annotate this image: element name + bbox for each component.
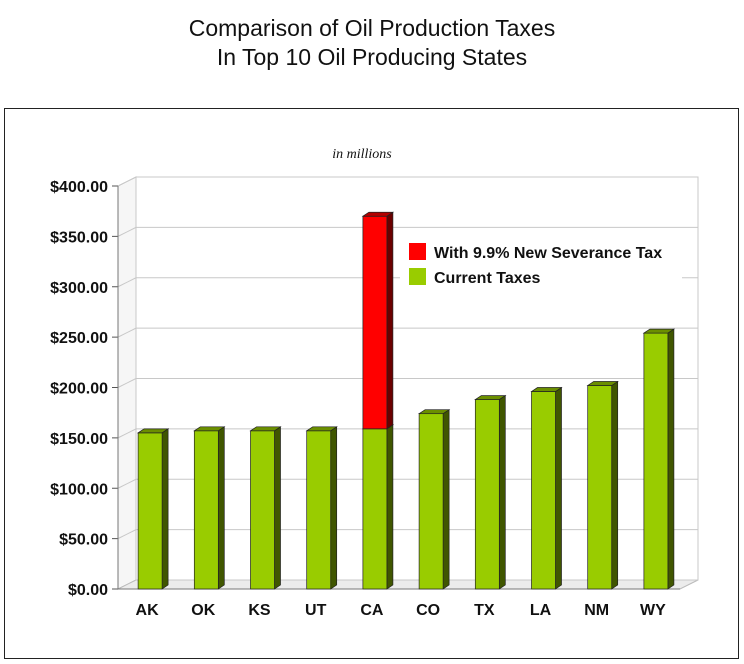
bar-front xyxy=(137,432,163,590)
bar-front xyxy=(643,332,669,590)
bar-side xyxy=(330,426,338,590)
bar-top xyxy=(474,395,507,400)
chart-title: Comparison of Oil Production Taxes In To… xyxy=(0,14,744,72)
bar-side xyxy=(386,211,394,430)
gridline-side xyxy=(117,378,137,388)
bar-side xyxy=(667,328,675,590)
bar-top xyxy=(193,426,226,432)
gridline-side xyxy=(117,277,137,288)
bar-side xyxy=(555,386,562,590)
bar-front xyxy=(474,399,500,590)
bar-front xyxy=(362,215,388,430)
x-tick-label-ok: OK xyxy=(191,602,215,619)
x-tick-label-ks: KS xyxy=(248,602,271,619)
bar-side xyxy=(386,424,394,590)
y-tick-label: $0.00 xyxy=(68,582,108,599)
bar-side xyxy=(161,428,169,590)
bar-top xyxy=(305,426,338,432)
gridline-side xyxy=(117,176,137,187)
x-tick-label-wy: WY xyxy=(640,602,666,619)
bar-co-current-taxes xyxy=(417,409,451,590)
bar-top xyxy=(530,387,563,392)
legend-label: With 9.9% New Severance Tax xyxy=(434,245,662,262)
x-tick-label-tx: TX xyxy=(474,602,495,619)
bar-ca-with-9-9-new-severance-tax xyxy=(361,211,395,430)
bar-side xyxy=(217,426,225,590)
bar-top xyxy=(417,409,451,415)
bar-nm-current-taxes xyxy=(586,380,619,590)
gridline-side xyxy=(117,478,137,489)
gridline-side xyxy=(117,327,137,338)
bar-ok-current-taxes xyxy=(193,426,226,590)
legend-swatch-new-tax xyxy=(409,243,426,260)
bar-la-current-taxes xyxy=(530,386,563,590)
bar-side xyxy=(498,394,506,590)
x-tick-label-ut: UT xyxy=(305,602,327,619)
chart-frame xyxy=(4,108,739,659)
bar-front xyxy=(418,413,444,590)
bar-top xyxy=(642,328,676,334)
bar-front xyxy=(362,428,388,590)
bar-side xyxy=(274,426,281,590)
y-tick-label: $400.00 xyxy=(50,179,108,196)
bar-top xyxy=(136,428,170,434)
legend-label: Current Taxes xyxy=(434,270,541,287)
legend-box xyxy=(400,236,682,294)
bar-side xyxy=(442,409,450,590)
bar-wy-current-taxes xyxy=(642,328,676,590)
x-tick-label-nm: NM xyxy=(584,602,609,619)
chart-title-line-1: Comparison of Oil Production Taxes xyxy=(188,15,556,41)
legend-swatch-current xyxy=(409,268,426,285)
bar-front xyxy=(306,430,332,590)
x-tick-label-ca: CA xyxy=(360,602,384,619)
x-tick-label-ak: AK xyxy=(136,602,160,619)
bar-side xyxy=(611,380,619,590)
bar-front xyxy=(193,430,219,590)
y-tick-label: $50.00 xyxy=(59,532,108,549)
bar-front xyxy=(587,385,613,590)
bar-front xyxy=(531,391,556,590)
gridline-side xyxy=(117,226,137,237)
y-tick-label: $350.00 xyxy=(50,229,108,246)
x-tick-label-co: CO xyxy=(416,602,440,619)
bar-ca-current-taxes xyxy=(361,424,395,590)
gridline-side xyxy=(117,529,137,540)
bar-ak-current-taxes xyxy=(136,428,170,590)
bar-ut-current-taxes xyxy=(305,426,338,590)
chart-title-line-2: In Top 10 Oil Producing States xyxy=(216,44,528,70)
y-tick-label: $150.00 xyxy=(50,431,108,448)
y-tick-label: $200.00 xyxy=(50,381,108,398)
bar-top xyxy=(361,211,395,217)
chart-subtitle: in millions xyxy=(332,147,392,162)
bar-top xyxy=(586,381,619,386)
y-tick-label: $300.00 xyxy=(50,280,108,297)
bar-top xyxy=(249,426,282,432)
y-tick-label: $100.00 xyxy=(50,481,108,498)
bar-front xyxy=(250,430,275,590)
bar-ks-current-taxes xyxy=(249,426,282,590)
x-tick-label-la: LA xyxy=(530,602,552,619)
bar-tx-current-taxes xyxy=(474,394,507,590)
y-tick-label: $250.00 xyxy=(50,330,108,347)
gridline-side xyxy=(117,428,137,439)
